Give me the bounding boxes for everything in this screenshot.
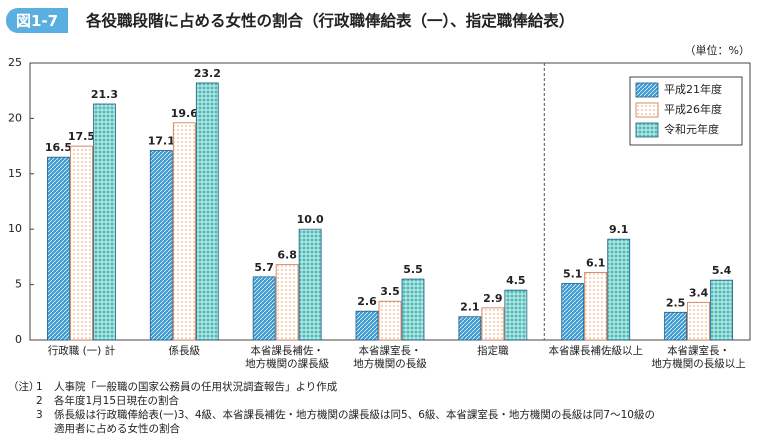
y-tick-label: 20 <box>8 111 22 124</box>
bar <box>710 279 733 341</box>
note-label <box>8 394 36 408</box>
value-label: 5.5 <box>403 263 423 276</box>
bar <box>252 276 276 341</box>
bar <box>687 301 710 341</box>
note-row: 3 係長級は行政職俸給表(一)3、4級、本省課長補佐・地方機関の課長級は同5、6級… <box>8 408 655 436</box>
legend-swatch <box>635 122 659 138</box>
value-label: 4.5 <box>506 274 526 287</box>
chart-title: 各役職段階に占める女性の割合（行政職俸給表（一）、指定職俸給表） <box>86 12 575 30</box>
legend-label: 平成26年度 <box>664 102 722 116</box>
x-tick-label: 本省課室長・ 地方機関の長級 <box>353 345 427 370</box>
value-label: 21.3 <box>91 88 118 101</box>
bar <box>172 122 196 341</box>
note-label <box>8 408 36 436</box>
value-label: 5.4 <box>712 264 732 277</box>
bar <box>481 307 505 341</box>
bar <box>378 300 402 341</box>
y-tick-label: 5 <box>15 278 22 291</box>
value-label: 17.5 <box>68 130 95 143</box>
figure-label: 図1-7 <box>6 8 69 33</box>
note-row: （注） 1 人事院「一般職の国家公務員の任用状況調査報告」より作成 <box>8 380 655 394</box>
bar <box>401 278 425 341</box>
bar <box>195 82 219 341</box>
note-row: 2 各年度1月15日現在の割合 <box>8 394 655 408</box>
value-label: 16.5 <box>45 141 72 154</box>
value-label: 6.1 <box>586 256 606 269</box>
x-tick-label: 本省課長補佐・ 地方機関の課長級 <box>245 345 330 370</box>
bar <box>149 150 173 341</box>
x-tick-label: 係長級 <box>168 345 201 357</box>
y-tick-label: 15 <box>8 167 22 180</box>
value-label: 9.1 <box>609 223 629 236</box>
value-label: 19.6 <box>171 107 198 120</box>
x-tick-label: 本省課室長・ 地方機関の長級以上 <box>651 345 746 370</box>
note-text: 各年度1月15日現在の割合 <box>54 395 180 407</box>
bar <box>607 238 631 341</box>
value-label: 2.9 <box>483 292 503 305</box>
legend-label: 令和元年度 <box>664 122 719 136</box>
value-label: 3.4 <box>689 286 709 299</box>
note-label: （注） <box>8 381 40 393</box>
bar <box>664 311 687 341</box>
y-tick-label: 25 <box>8 56 22 69</box>
bar <box>275 264 299 341</box>
bar <box>504 289 528 341</box>
x-tick-label: 本省課長補佐級以上 <box>548 345 643 357</box>
legend-label: 平成21年度 <box>664 82 722 96</box>
note-number: 3 <box>36 409 43 421</box>
value-label: 5.1 <box>563 267 583 280</box>
bar <box>584 272 608 341</box>
note-text: 人事院「一般職の国家公務員の任用状況調査報告」より作成 <box>54 381 338 393</box>
value-label: 3.5 <box>380 285 400 298</box>
value-label: 10.0 <box>297 213 324 226</box>
y-tick-label: 10 <box>8 222 22 235</box>
value-label: 17.1 <box>148 135 175 148</box>
bar <box>458 316 482 341</box>
value-label: 5.7 <box>254 261 274 274</box>
bar <box>47 156 70 341</box>
x-tick-label: 指定職 <box>477 345 509 357</box>
note-number: 2 <box>36 395 43 407</box>
bar <box>298 228 322 341</box>
legend-swatch <box>635 82 659 98</box>
value-label: 6.8 <box>277 249 297 262</box>
bar <box>561 283 585 341</box>
value-label: 2.1 <box>460 301 480 314</box>
bar <box>355 310 379 341</box>
value-label: 2.6 <box>357 295 377 308</box>
legend-swatch <box>635 102 659 118</box>
x-tick-label: 行政職 (一) 計 <box>47 345 116 357</box>
bar <box>70 145 93 341</box>
note-text: 係長級は行政職俸給表(一)3、4級、本省課長補佐・地方機関の課長級は同5、6級、… <box>54 409 655 435</box>
note-number: 1 <box>36 381 43 393</box>
value-label: 23.2 <box>194 67 221 80</box>
notes: （注） 1 人事院「一般職の国家公務員の任用状況調査報告」より作成 2 各年度1月15日… <box>8 380 655 436</box>
y-tick-label: 0 <box>15 333 22 346</box>
bar <box>93 103 116 341</box>
value-label: 2.5 <box>666 296 686 309</box>
unit-label: （単位：%） <box>684 44 750 57</box>
